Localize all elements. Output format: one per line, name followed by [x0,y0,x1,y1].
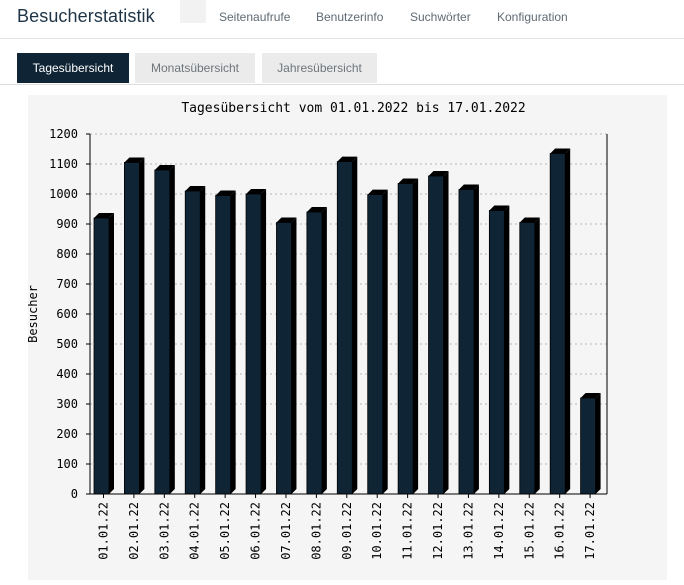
bar [124,162,140,495]
bar-top [398,178,419,184]
x-tick-label: 15.01.22 [522,502,536,560]
bar-top [550,148,571,154]
daily-visitors-chart: Tagesübersicht vom 01.01.2022 bis 17.01.… [26,101,608,560]
bar [184,190,201,495]
bar-side [139,157,145,494]
bar-side [504,205,510,494]
x-tick-label: 07.01.22 [279,502,293,560]
bar-side [534,217,540,494]
x-tick-label: 13.01.22 [461,502,475,560]
bar-top [276,217,297,223]
bar-side [352,156,358,494]
nav-placeholder [180,0,206,23]
x-tick-label: 14.01.22 [492,502,506,560]
bar-top [519,217,540,223]
y-tick-label: 700 [56,277,78,291]
bar-top [124,157,145,163]
bar-side [230,190,236,494]
bar-top [215,190,236,196]
nav-link-suchwoerter[interactable]: Suchwörter [410,10,471,24]
bar-top [306,207,327,212]
bar-side [413,178,419,494]
app-title[interactable]: Besucherstatistik [17,6,155,26]
x-tick-label: 09.01.22 [340,502,354,560]
x-tick-label: 03.01.22 [157,502,171,560]
x-tick-label: 16.01.22 [553,502,567,560]
y-tick-label: 500 [56,337,78,351]
chart-title: Tagesübersicht vom 01.01.2022 bis 17.01.… [181,101,525,116]
x-tick-label: 02.01.22 [127,502,141,560]
bar [245,193,262,495]
bar [458,189,475,495]
bar-side [443,171,449,494]
y-tick-label: 800 [56,247,78,261]
x-tick-label: 04.01.22 [188,502,202,560]
bar-top [367,189,388,195]
bar [367,194,384,495]
y-tick-label: 1200 [49,127,78,141]
y-tick-label: 100 [56,457,78,471]
x-tick-label: 17.01.22 [583,502,597,560]
bar [276,222,292,495]
y-tick-label: 0 [71,487,78,501]
bar [397,183,414,495]
x-tick-label: 08.01.22 [309,502,323,560]
x-tick-label: 11.01.22 [401,502,415,560]
bar-side [382,189,388,494]
nav-link-seitenaufrufe[interactable]: Seitenaufrufe [219,10,291,24]
tab-monatsuebersicht[interactable]: Monatsübersicht [135,53,255,83]
bar-top [337,156,358,162]
bar [215,195,232,495]
y-tick-label: 600 [56,307,78,321]
y-tick-label: 300 [56,397,78,411]
chart-panel: Tagesübersicht vom 01.01.2022 bis 17.01.… [26,95,667,580]
bar [93,217,110,495]
top-navigation: Besucherstatistik Seitenaufrufe Benutzer… [0,0,684,39]
bar-side [321,207,327,494]
tab-jahresuebersicht[interactable]: Jahresübersicht [262,53,377,83]
bar-side [595,393,601,494]
bar-top [580,393,601,398]
x-tick-label: 06.01.22 [249,502,263,560]
bar-side [261,189,267,494]
bar-side [473,184,479,494]
bar [519,222,536,495]
nav-link-benutzerinfo[interactable]: Benutzerinfo [316,10,384,24]
bar-top [458,184,479,190]
bar [336,161,353,495]
bar [306,211,323,495]
y-tick-label: 900 [56,217,78,231]
bar-top [428,171,449,176]
bar-side [169,165,175,494]
bar-top [489,205,510,211]
y-axis-label: Besucher [28,285,40,343]
bar [428,175,444,495]
bar-side [200,186,206,494]
bar-side [291,217,297,494]
x-tick-label: 12.01.22 [431,502,445,560]
bar-side [109,213,114,494]
y-tick-label: 1000 [49,187,78,201]
y-tick-label: 1100 [49,157,78,171]
bar [488,210,505,495]
bar [580,397,596,495]
bar-top [185,186,206,191]
tab-tagesuebersicht[interactable]: Tagesübersicht [17,53,129,83]
y-tick-label: 200 [56,427,78,441]
bar-top [154,165,175,170]
bar-top [94,213,114,218]
x-tick-label: 10.01.22 [370,502,384,560]
nav-link-konfiguration[interactable]: Konfiguration [497,10,568,24]
bar [549,153,566,495]
x-tick-label: 01.01.22 [97,502,111,560]
bar-top [246,189,267,194]
x-tick-label: 05.01.22 [218,502,232,560]
bar-side [565,148,571,494]
bar [154,169,171,495]
view-tabs: Tagesübersicht Monatsübersicht Jahresübe… [0,53,684,85]
y-tick-label: 400 [56,367,78,381]
